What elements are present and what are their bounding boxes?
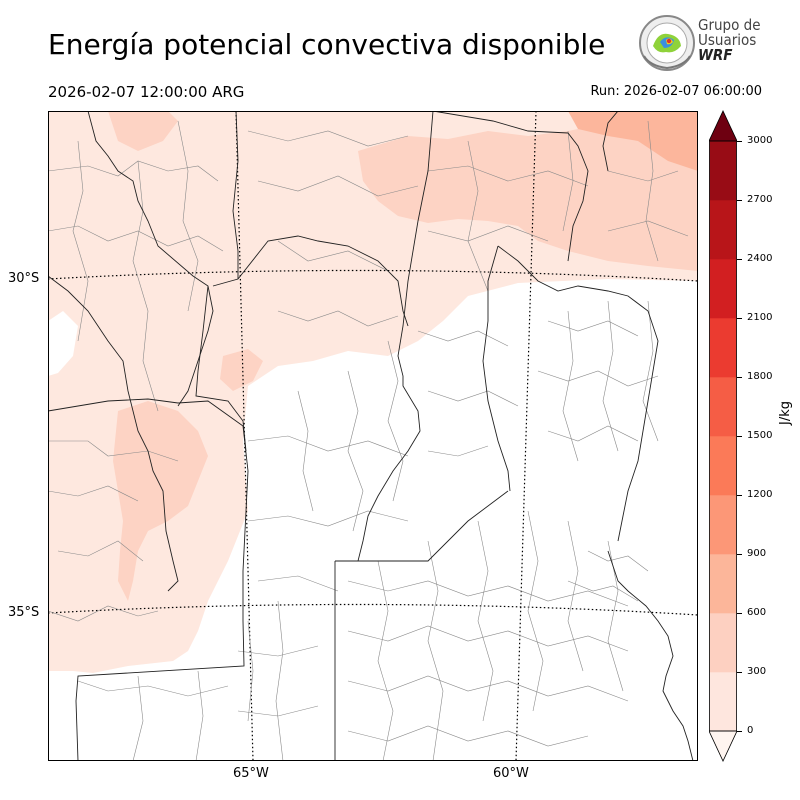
- colorbar-tick-mark: [737, 318, 742, 319]
- logo-line3: WRF: [698, 46, 733, 64]
- colorbar-tick-label: 300: [747, 666, 767, 677]
- colorbar-tick-label: 900: [747, 548, 767, 559]
- colorbar-tick-mark: [737, 377, 742, 378]
- colorbar-tick-mark: [737, 436, 742, 437]
- colorbar-tick-mark: [737, 554, 742, 555]
- colorbar-tick-label: 2400: [747, 253, 773, 264]
- cape-free-area-northwest: [48, 311, 78, 376]
- colorbar: [709, 110, 737, 762]
- lon-label-65w: 65°W: [233, 766, 269, 781]
- latitude-line-35s: [48, 603, 698, 616]
- cape-region-300-600-ne: [108, 111, 178, 151]
- run-time: Run: 2026-02-07 06:00:00: [590, 84, 762, 99]
- cape-region-300-600-north: [358, 111, 698, 271]
- colorbar-tick-label: 2100: [747, 312, 773, 323]
- logo-line1: Grupo de: [698, 16, 761, 34]
- colorbar-label: J/kg: [778, 401, 793, 425]
- colorbar-tick-mark: [737, 731, 742, 732]
- colorbar-tick-mark: [737, 141, 742, 142]
- map-panel: [48, 111, 698, 761]
- lat-label-35s: 35°S: [8, 605, 40, 620]
- lat-label-30s: 30°S: [8, 271, 40, 286]
- colorbar-band: [709, 200, 737, 260]
- colorbar-band: [709, 554, 737, 614]
- map-title: Energía potencial convectiva disponible: [48, 28, 606, 61]
- colorbar-band: [709, 672, 737, 732]
- colorbar-tick-mark: [737, 200, 742, 201]
- colorbar-extend-bottom: [709, 730, 737, 762]
- logo-seal-icon: [639, 15, 695, 71]
- colorbar-tick-label: 1200: [747, 489, 773, 500]
- colorbar-tick-label: 1500: [747, 430, 773, 441]
- colorbar-tick-label: 2700: [747, 194, 773, 205]
- colorbar-tick-label: 1800: [747, 371, 773, 382]
- colorbar-band: [709, 259, 737, 319]
- grupo-usuarios-wrf-logo: Grupo de Usuarios WRF: [638, 14, 768, 76]
- colorbar-tick-mark: [737, 495, 742, 496]
- lon-label-60w: 60°W: [493, 766, 529, 781]
- cape-region-300-600-west: [113, 401, 208, 601]
- colorbar-tick-label: 0: [747, 725, 754, 736]
- department-boundaries: [48, 120, 689, 761]
- colorbar-band: [709, 318, 737, 378]
- colorbar-band: [709, 495, 737, 555]
- province-boundaries: [48, 111, 659, 761]
- cape-region-600-900-northeast: [568, 111, 698, 171]
- latitude-line-30s: [48, 269, 698, 282]
- colorbar-band: [709, 613, 737, 673]
- colorbar-tick-label: 600: [747, 607, 767, 618]
- colorbar-band: [709, 377, 737, 437]
- map-frame: [48, 111, 698, 761]
- colorbar-tick-mark: [737, 613, 742, 614]
- valid-time: 2026-02-07 12:00:00 ARG: [48, 83, 245, 101]
- colorbar-extend-top: [709, 110, 737, 142]
- colorbar-band: [709, 436, 737, 496]
- cape-region-300-600-center: [220, 349, 263, 391]
- cape-region-0-300: [48, 111, 698, 673]
- colorbar-frame: [709, 140, 737, 732]
- coastline: [607, 550, 694, 761]
- colorbar-tick-mark: [737, 672, 742, 673]
- longitude-line-60w: [515, 111, 537, 761]
- logo-line2: Usuarios: [698, 31, 757, 49]
- colorbar-tick-mark: [737, 259, 742, 260]
- colorbar-band: [709, 141, 737, 201]
- colorbar-tick-label: 3000: [747, 135, 773, 146]
